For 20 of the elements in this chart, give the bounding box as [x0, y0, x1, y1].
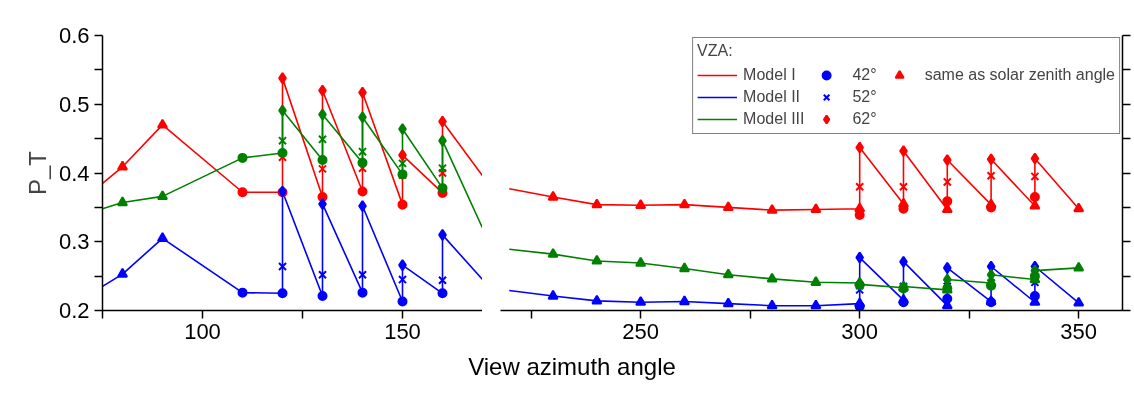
legend-label: Model II	[743, 88, 801, 106]
legend-label: Model III	[743, 110, 805, 128]
y-tick-label: 0.4	[58, 160, 90, 186]
y-tick-label: 0.2	[58, 298, 90, 323]
y-tick-label: 0.3	[58, 229, 90, 255]
y-tick-label: 0.6	[58, 23, 90, 48]
legend-label: 42°	[852, 66, 877, 84]
x-tick-label: 250	[622, 318, 660, 344]
legend-label: 52°	[852, 88, 877, 106]
legend-label: Model I	[743, 66, 796, 84]
legend-label: 62°	[852, 110, 877, 128]
x-axis-title: View azimuth angle	[468, 352, 676, 382]
x-tick-label: 350	[1060, 318, 1098, 344]
x-tick-label: 150	[384, 318, 421, 344]
y-axis-title: P_T	[23, 150, 51, 196]
legend-title: VZA:	[697, 42, 734, 60]
y-tick-label: 0.5	[58, 91, 90, 117]
x-tick-label: 100	[184, 318, 221, 344]
legend-label: same as solar zenith angle	[924, 66, 1115, 84]
x-tick-label: 300	[841, 318, 879, 344]
